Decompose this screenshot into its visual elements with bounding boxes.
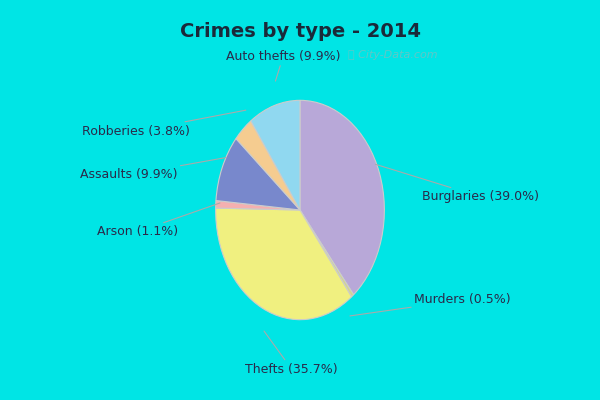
- Text: Arson (1.1%): Arson (1.1%): [97, 203, 220, 238]
- Text: Thefts (35.7%): Thefts (35.7%): [245, 331, 338, 376]
- Text: Crimes by type - 2014: Crimes by type - 2014: [179, 22, 421, 41]
- Wedge shape: [236, 121, 300, 210]
- Wedge shape: [251, 100, 300, 210]
- Text: Auto thefts (9.9%): Auto thefts (9.9%): [226, 50, 340, 81]
- Wedge shape: [215, 200, 300, 210]
- Text: Burglaries (39.0%): Burglaries (39.0%): [376, 164, 539, 203]
- Wedge shape: [300, 100, 385, 295]
- Wedge shape: [300, 210, 353, 297]
- Wedge shape: [216, 138, 300, 210]
- Text: Robberies (3.8%): Robberies (3.8%): [82, 110, 246, 138]
- Text: Murders (0.5%): Murders (0.5%): [350, 294, 511, 316]
- Text: Assaults (9.9%): Assaults (9.9%): [80, 158, 226, 182]
- Text: ⓘ City-Data.com: ⓘ City-Data.com: [348, 50, 437, 60]
- Wedge shape: [215, 208, 352, 320]
